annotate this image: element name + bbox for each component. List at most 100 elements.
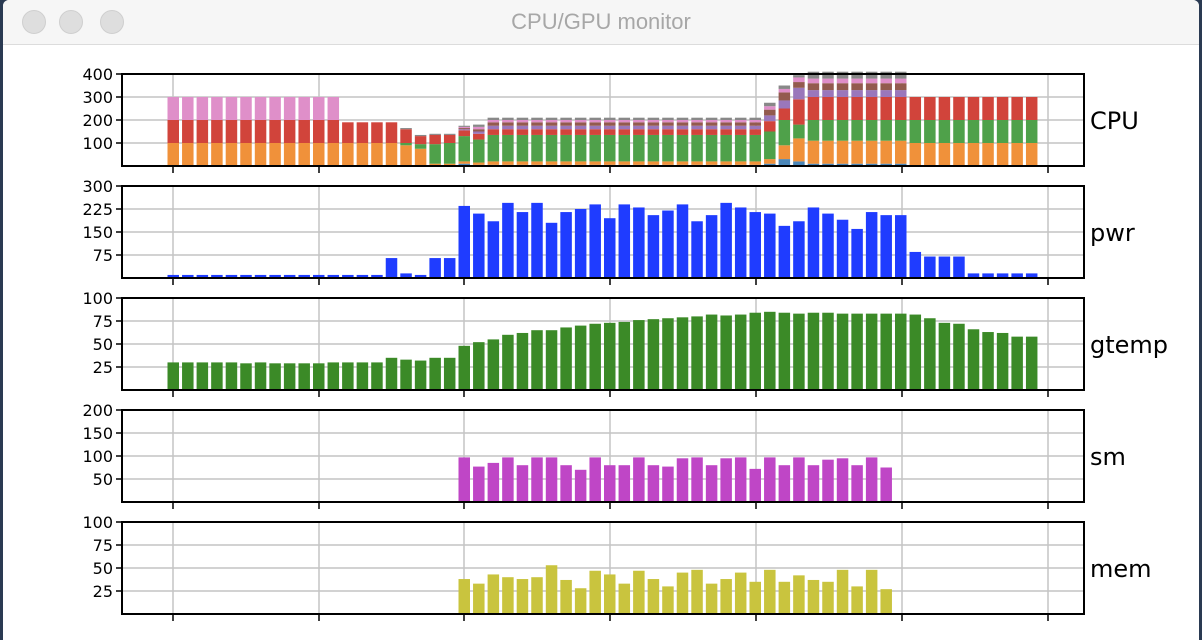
cpu-bar-segment: [618, 117, 631, 120]
pwr-bar: [313, 274, 325, 278]
cpu-bar-segment: [880, 140, 892, 164]
cpu-bar-segment: [531, 134, 543, 162]
cpu-bar-segment: [895, 97, 907, 120]
sm-bar: [691, 457, 703, 502]
panel-label-CPU: CPU: [1090, 107, 1139, 135]
cpu-bar-segment: [487, 161, 500, 165]
gtemp-bar: [880, 313, 892, 390]
cpu-bar-segment: [545, 125, 558, 130]
mem-bar: [545, 565, 558, 614]
cpu-bar-segment: [807, 163, 820, 166]
cpu-bar-segment: [996, 120, 1009, 143]
cpu-bar-segment: [822, 163, 834, 166]
sm-bar: [807, 465, 820, 502]
cpu-bar-segment: [749, 120, 761, 123]
mem-bar: [691, 569, 703, 614]
cpu-bar-segment: [487, 117, 500, 120]
sm-bar: [618, 465, 631, 502]
cpu-bar-segment: [778, 120, 791, 146]
cpu-bar-segment: [313, 143, 325, 166]
pwr-bar: [531, 202, 543, 278]
cpu-bar-segment: [705, 134, 718, 162]
cpu-bar-segment: [778, 85, 791, 89]
cpu-bar-segment: [851, 140, 863, 164]
cpu-bar-segment: [676, 125, 689, 130]
cpu-bar-segment: [662, 129, 674, 135]
pwr-bar: [851, 228, 863, 278]
cpu-bar-segment: [545, 120, 558, 123]
gtemp-bar: [545, 330, 558, 390]
cpu-bar-segment: [880, 163, 892, 166]
panel-CPU: 100 200 300 400 CPU: [82, 65, 1139, 173]
y-tick-label: 100: [82, 289, 113, 308]
sm-bar: [705, 465, 718, 502]
cpu-bar-segment: [909, 120, 922, 143]
cpu-bar-segment: [502, 117, 514, 120]
cpu-bar-segment: [807, 120, 820, 141]
sm-bar: [560, 465, 572, 502]
cpu-bar-segment: [807, 71, 820, 79]
cpu-bar-segment: [953, 143, 965, 166]
mem-bar: [880, 589, 892, 614]
cpu-bar-segment: [734, 129, 747, 135]
gtemp-bar: [283, 363, 296, 390]
cpu-bar-segment: [647, 125, 660, 130]
cpu-bar-segment: [400, 129, 412, 143]
pwr-bar: [574, 209, 587, 278]
pwr-bar: [662, 210, 674, 278]
pwr-bar: [400, 273, 412, 278]
y-tick-label: 225: [82, 200, 113, 219]
cpu-bar-segment: [880, 78, 892, 84]
cpu-bar-segment: [414, 148, 427, 166]
cpu-bar-segment: [793, 138, 805, 162]
cpu-bar-segment: [895, 140, 907, 164]
cpu-bar-segment: [982, 97, 994, 120]
pwr-bar: [924, 256, 936, 278]
cpu-bar-segment: [953, 120, 965, 143]
title-bar[interactable]: CPU/GPU monitor: [3, 0, 1199, 45]
cpu-bar-segment: [822, 83, 834, 91]
pwr-bar: [836, 219, 849, 278]
sm-bar: [851, 465, 863, 502]
cpu-bar-segment: [662, 134, 674, 162]
cpu-bar-segment: [356, 122, 369, 143]
cpu-bar-segment: [865, 140, 878, 164]
cpu-bar-segment: [749, 134, 761, 162]
panel-label-mem: mem: [1090, 555, 1152, 583]
cpu-bar-segment: [836, 163, 849, 166]
pwr-bar: [342, 274, 354, 278]
pwr-bar: [953, 256, 965, 278]
cpu-bar-segment: [822, 120, 834, 141]
gtemp-bar: [371, 362, 383, 390]
sm-bar: [633, 457, 645, 502]
gtemp-bar: [996, 332, 1009, 390]
sm-bar: [865, 457, 878, 502]
cpu-bar-segment: [516, 117, 529, 120]
cpu-bar-segment: [560, 117, 572, 120]
mem-bar: [778, 581, 791, 614]
gtemp-bar: [589, 323, 601, 390]
cpu-bar-segment: [720, 120, 732, 123]
gtemp-bar: [865, 313, 878, 390]
cpu-bar-segment: [793, 87, 805, 100]
close-button[interactable]: [22, 10, 46, 34]
cpu-bar-segment: [502, 122, 514, 126]
cpu-bar-segment: [473, 124, 485, 127]
cpu-bar-segment: [443, 134, 456, 143]
cpu-bar-segment: [560, 161, 572, 165]
cpu-bar-segment: [327, 143, 340, 166]
gtemp-bar: [269, 363, 281, 390]
pwr-bar: [196, 274, 209, 278]
cpu-bar-segment: [764, 121, 776, 132]
cpu-bar-segment: [487, 120, 500, 123]
cpu-bar-segment: [604, 117, 616, 120]
gtemp-bar: [298, 363, 310, 390]
cpu-bar-segment: [458, 129, 470, 131]
cpu-bar-segment: [764, 106, 776, 110]
cpu-bar-segment: [618, 122, 631, 126]
cpu-bar-segment: [269, 120, 281, 143]
cpu-bar-segment: [458, 130, 470, 137]
minimize-button[interactable]: [59, 10, 83, 34]
pwr-bar: [705, 215, 718, 278]
zoom-button[interactable]: [100, 10, 124, 34]
